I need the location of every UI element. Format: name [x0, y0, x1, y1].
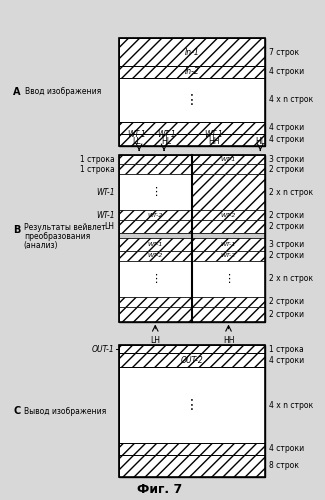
Text: 8 строк: 8 строк [269, 462, 299, 470]
Bar [192, 238, 265, 251]
Text: HL: HL [255, 136, 265, 145]
Text: 3 строки: 3 строки [269, 155, 304, 164]
Text: ⋮: ⋮ [150, 274, 161, 284]
Text: 1 строка: 1 строка [80, 155, 115, 164]
Bar [119, 164, 192, 174]
Text: 1 строка: 1 строка [269, 345, 304, 354]
Bar [119, 251, 192, 261]
Bar [192, 164, 265, 174]
Text: WT-2: WT-2 [148, 212, 163, 218]
Text: LH: LH [150, 336, 160, 344]
Bar [119, 154, 265, 322]
Text: LH: LH [105, 222, 115, 231]
Text: 4 x n строк: 4 x n строк [269, 400, 313, 409]
Bar [119, 443, 265, 455]
Text: ⋮: ⋮ [223, 274, 234, 284]
Bar [119, 154, 265, 322]
Bar [119, 354, 265, 368]
Text: In-1: In-1 [185, 48, 199, 56]
Text: 4 строки: 4 строки [269, 444, 304, 454]
Bar [119, 174, 192, 210]
Text: WT-1: WT-1 [221, 242, 236, 247]
Text: 2 строки: 2 строки [269, 252, 304, 260]
Text: ⋮: ⋮ [185, 93, 199, 107]
Text: 3 строки: 3 строки [269, 240, 304, 249]
Text: 2 x n строк: 2 x n строк [269, 188, 313, 197]
Text: Фиг. 7: Фиг. 7 [137, 483, 182, 496]
Text: B: B [13, 224, 20, 234]
Text: WT-1: WT-1 [96, 210, 115, 220]
Text: 4 строки: 4 строки [269, 135, 304, 144]
Text: HH: HH [208, 136, 220, 145]
Text: A: A [13, 87, 20, 97]
Text: WT-2: WT-2 [148, 254, 163, 258]
Text: 2 строки: 2 строки [269, 165, 304, 174]
Bar [119, 368, 265, 443]
Bar [192, 296, 265, 306]
Text: ⋮: ⋮ [150, 188, 161, 198]
Bar [119, 134, 265, 145]
Text: WT-2: WT-2 [221, 254, 236, 258]
Text: 4 x n строк: 4 x n строк [269, 96, 313, 104]
Text: WT-1: WT-1 [128, 130, 146, 138]
Text: In-2: In-2 [185, 68, 199, 76]
Bar [119, 66, 265, 78]
Text: 2 строки: 2 строки [269, 210, 304, 220]
Bar [192, 261, 265, 296]
Text: WT-1: WT-1 [96, 188, 115, 197]
Bar [119, 346, 265, 476]
Bar [119, 455, 265, 476]
Text: HH: HH [223, 336, 234, 344]
Text: WT-1: WT-1 [148, 242, 163, 247]
Bar [119, 346, 265, 476]
Bar [119, 38, 265, 66]
Text: WT-1: WT-1 [204, 130, 223, 138]
Text: C: C [13, 406, 20, 416]
Bar [119, 306, 192, 322]
Text: WT-2: WT-2 [221, 212, 236, 218]
Text: LL: LL [133, 136, 141, 145]
Text: OUT-2: OUT-2 [180, 356, 203, 365]
Text: (анализ): (анализ) [24, 241, 58, 250]
Bar [192, 220, 265, 233]
Bar [192, 210, 265, 220]
Text: ⋮: ⋮ [185, 398, 199, 412]
Text: Вывод изображения: Вывод изображения [24, 406, 106, 416]
Text: 1 строка: 1 строка [80, 165, 115, 174]
Bar [119, 38, 265, 146]
Text: 4 строки: 4 строки [269, 356, 304, 365]
Bar [119, 122, 265, 134]
Text: 2 строки: 2 строки [269, 297, 304, 306]
Text: 4 строки: 4 строки [269, 123, 304, 132]
Bar [192, 174, 265, 210]
Bar [119, 296, 192, 306]
Text: Ввод изображения: Ввод изображения [25, 88, 101, 96]
Bar [119, 261, 192, 296]
Bar [192, 306, 265, 322]
Text: 2 строки: 2 строки [269, 222, 304, 231]
Bar [119, 154, 192, 164]
Bar [192, 154, 265, 164]
Bar [119, 233, 265, 238]
Text: 4 строки: 4 строки [269, 68, 304, 76]
Text: WT-1: WT-1 [157, 130, 176, 138]
Text: 2 строки: 2 строки [269, 310, 304, 318]
Text: преобразования: преобразования [24, 232, 90, 241]
Text: Результаты вейвлет: Результаты вейвлет [24, 223, 106, 232]
Bar [119, 346, 265, 354]
Text: 7 строк: 7 строк [269, 48, 299, 56]
Bar [119, 238, 192, 251]
Text: HL: HL [161, 136, 171, 145]
Bar [119, 38, 265, 146]
Bar [119, 220, 192, 233]
Bar [192, 251, 265, 261]
Bar [119, 78, 265, 122]
Text: 2 x n строк: 2 x n строк [269, 274, 313, 283]
Text: WT-1: WT-1 [221, 157, 236, 162]
Text: OUT-1: OUT-1 [92, 345, 115, 354]
Bar [119, 210, 192, 220]
